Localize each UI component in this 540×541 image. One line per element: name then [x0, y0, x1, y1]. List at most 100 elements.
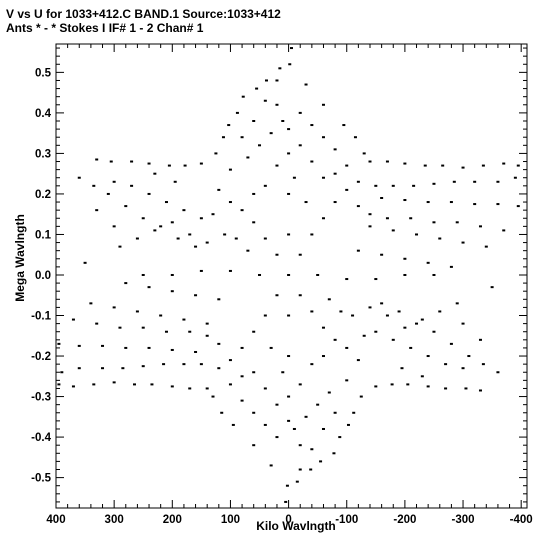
uv-point — [400, 367, 404, 370]
uv-point — [368, 225, 372, 228]
uv-point — [252, 371, 256, 374]
y-tick-label: 0.4 — [35, 108, 52, 120]
uv-point — [275, 436, 279, 439]
uv-point — [263, 387, 267, 390]
uv-point — [403, 199, 407, 202]
uv-point — [281, 119, 285, 122]
x-tick-label: 400 — [46, 514, 65, 526]
uv-point — [461, 166, 465, 169]
uv-point — [95, 158, 99, 161]
uv-point — [112, 225, 116, 228]
uv-point — [359, 395, 363, 398]
uv-point — [223, 233, 227, 236]
y-tick-label: 0.3 — [35, 148, 51, 160]
uv-point — [374, 184, 378, 187]
uv-point — [353, 136, 357, 139]
uv-point — [374, 385, 378, 388]
uv-point — [368, 213, 372, 216]
uv-point — [95, 322, 99, 325]
uv-point — [275, 164, 279, 167]
x-tick-label: -200 — [393, 514, 416, 526]
uv-point — [338, 436, 342, 439]
uv-point — [438, 237, 442, 240]
uv-point — [441, 164, 445, 167]
uv-point — [345, 188, 349, 191]
uv-point — [345, 164, 349, 167]
uv-point — [449, 265, 453, 268]
uv-point — [188, 233, 192, 236]
uv-point — [290, 47, 293, 50]
uv-point — [57, 342, 61, 345]
uv-point — [205, 322, 209, 325]
y-tick-label: -0.4 — [31, 432, 51, 444]
y-tick-label: 0.2 — [35, 189, 51, 201]
uv-point — [310, 448, 314, 451]
uv-point — [516, 164, 520, 167]
uv-point — [234, 237, 238, 240]
uv-point — [380, 196, 384, 199]
uv-point — [444, 387, 448, 390]
plot-frame — [55, 43, 528, 509]
uv-point — [321, 427, 325, 430]
uv-point — [461, 367, 465, 370]
uv-point — [356, 359, 360, 362]
uv-point — [135, 237, 139, 240]
uv-point — [409, 346, 413, 349]
uv-point — [240, 136, 244, 139]
uv-point — [170, 385, 174, 388]
uv-point — [162, 363, 166, 366]
uv-point — [461, 241, 465, 244]
uv-point — [205, 334, 209, 337]
uv-point — [321, 176, 325, 179]
uv-point — [333, 172, 337, 175]
uv-point — [147, 162, 151, 165]
uv-point — [263, 237, 267, 240]
uv-point — [275, 253, 279, 256]
uv-point — [133, 383, 136, 386]
uv-point — [240, 399, 244, 402]
uv-point — [199, 269, 203, 272]
uv-point — [298, 253, 302, 256]
uv-point — [287, 152, 291, 155]
uv-point — [496, 203, 500, 206]
uv-point — [368, 160, 372, 163]
uv-point — [228, 269, 232, 272]
uv-point — [490, 286, 494, 289]
uv-point — [415, 322, 419, 325]
uv-point — [426, 261, 430, 264]
uv-point — [374, 278, 378, 281]
uv-point — [130, 184, 134, 187]
uv-point — [304, 201, 308, 204]
x-tick-label: 200 — [163, 514, 182, 526]
uv-point — [147, 346, 151, 349]
uv-point — [333, 411, 337, 414]
uv-point — [368, 306, 372, 309]
uv-point — [287, 395, 291, 398]
uv-point — [71, 318, 75, 321]
uv-point — [502, 162, 506, 165]
uv-point — [211, 395, 215, 398]
uv-point — [124, 205, 128, 208]
uv-point — [170, 273, 174, 276]
uv-point — [263, 184, 267, 187]
uv-point — [452, 180, 456, 183]
uv-point — [118, 245, 122, 248]
uv-point — [57, 383, 61, 386]
uv-point — [170, 290, 174, 293]
uv-point — [170, 221, 174, 224]
uv-point — [109, 160, 113, 163]
uv-point — [420, 318, 424, 321]
uv-point — [298, 111, 302, 114]
uv-point — [473, 180, 477, 183]
uv-point — [316, 273, 320, 276]
uv-point — [141, 273, 145, 276]
uv-point — [362, 334, 366, 337]
uv-point — [71, 385, 75, 388]
uv-point — [228, 383, 232, 386]
uv-point — [444, 363, 448, 366]
uv-point — [356, 205, 360, 208]
uv-point — [432, 221, 436, 224]
uv-point — [455, 221, 459, 224]
y-tick-label: -0.3 — [31, 392, 51, 404]
